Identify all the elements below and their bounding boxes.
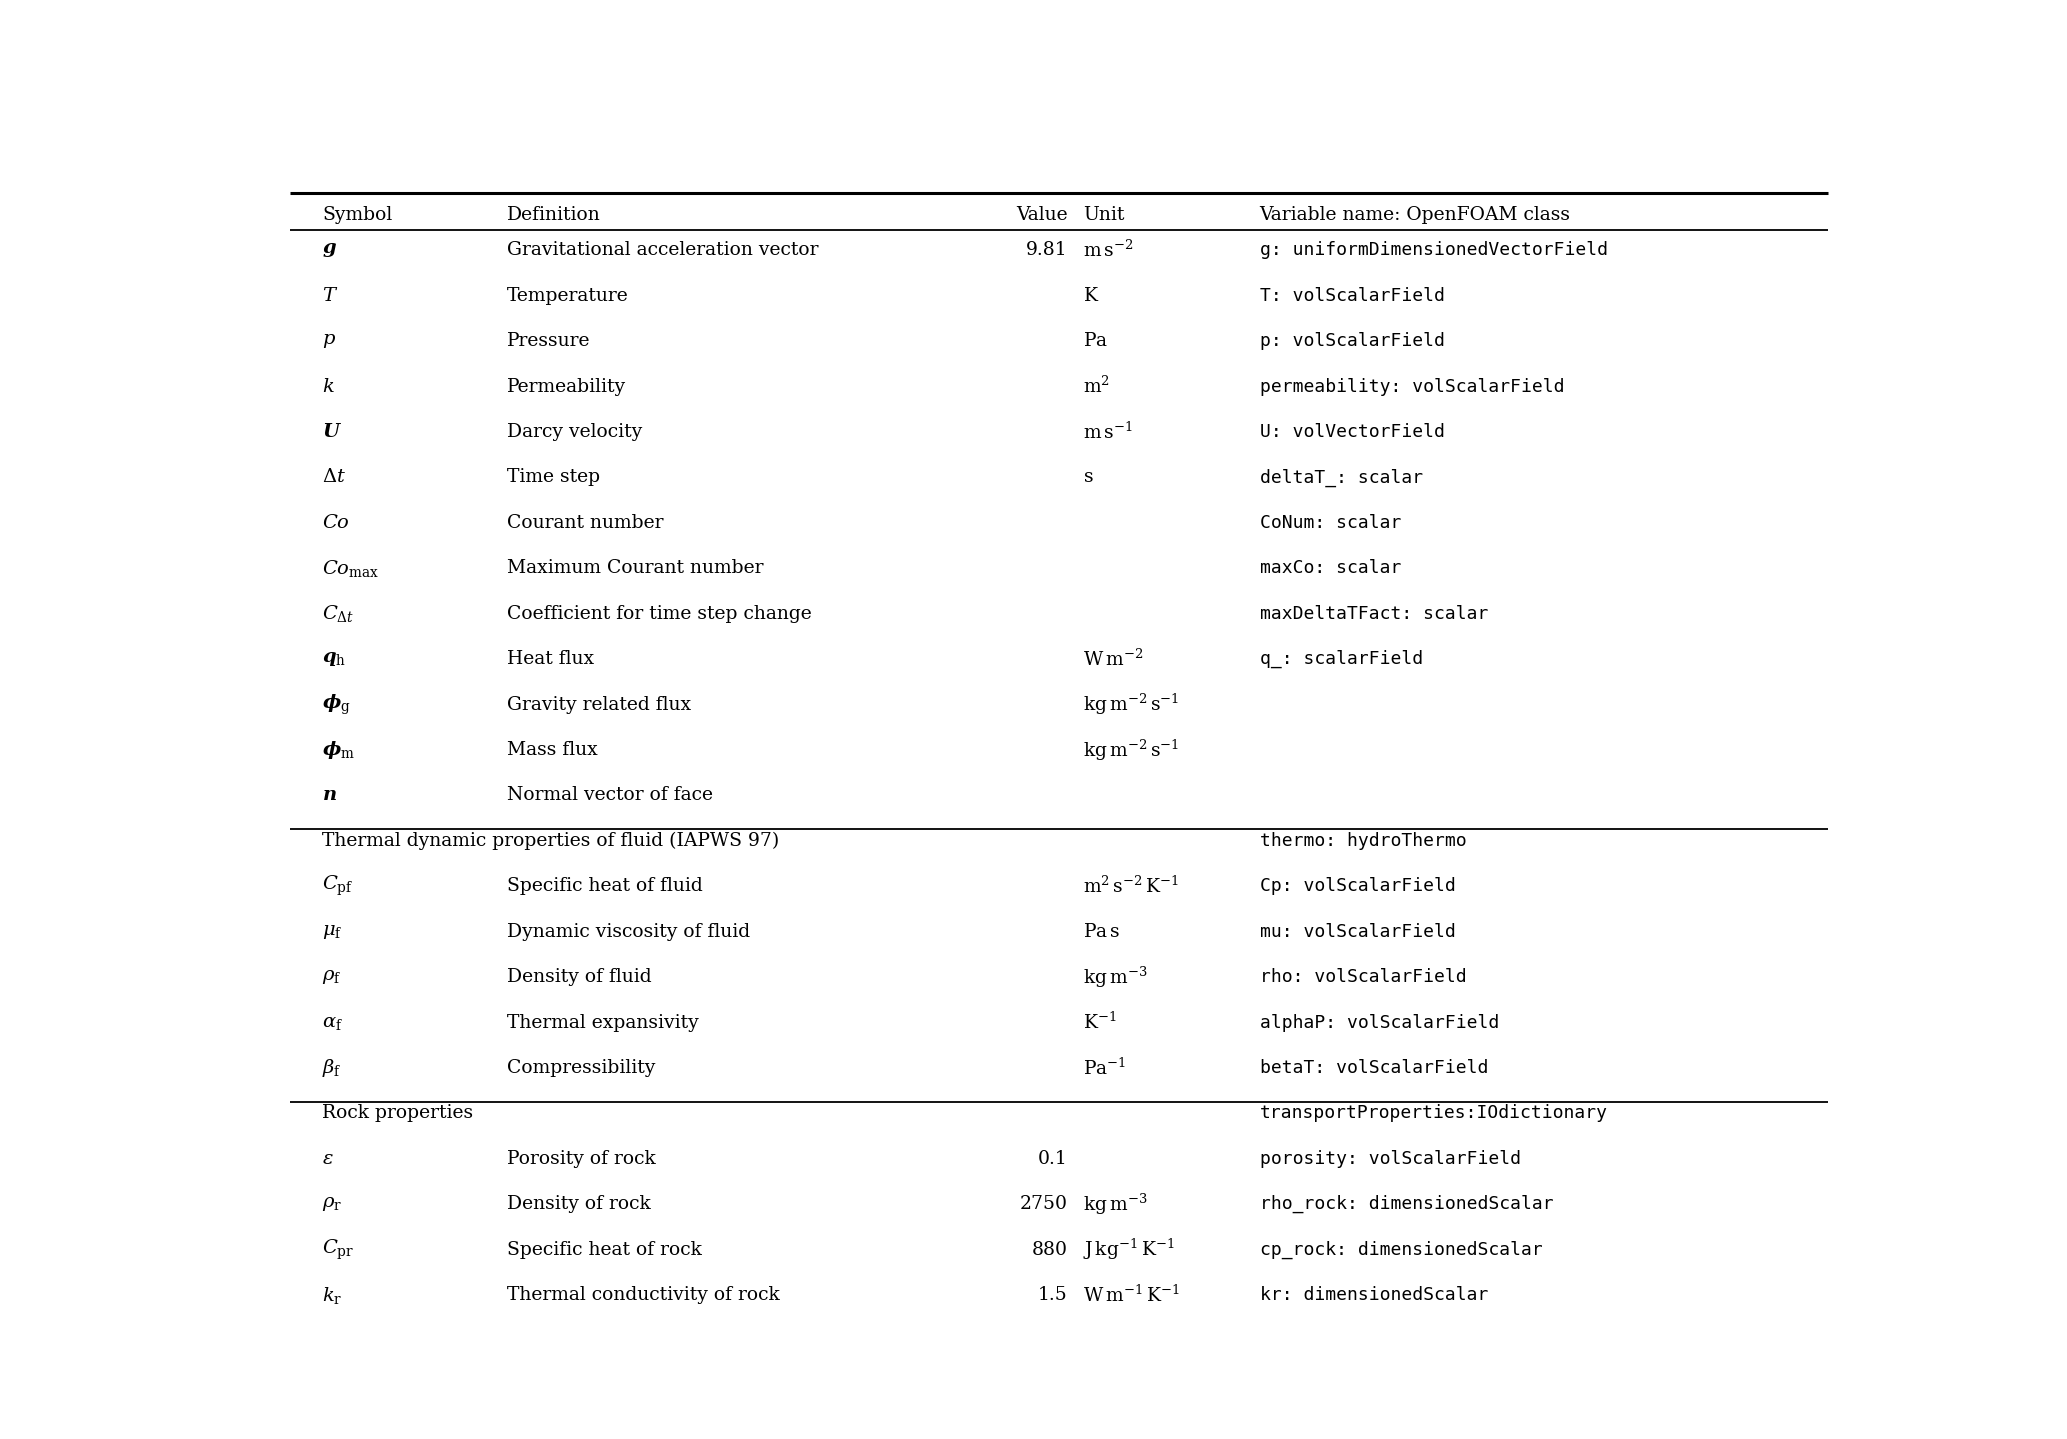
Text: maxCo: scalar: maxCo: scalar — [1259, 560, 1401, 577]
Text: $\mathrm{K}$: $\mathrm{K}$ — [1083, 286, 1100, 305]
Text: Darcy velocity: Darcy velocity — [506, 423, 643, 440]
Text: $Co$: $Co$ — [322, 514, 349, 532]
Text: Pressure: Pressure — [506, 332, 591, 350]
Text: Gravity related flux: Gravity related flux — [506, 695, 690, 714]
Text: Thermal expansivity: Thermal expansivity — [506, 1013, 699, 1032]
Text: $C_{\Delta t}$: $C_{\Delta t}$ — [322, 603, 356, 625]
Text: rho_rock: dimensionedScalar: rho_rock: dimensionedScalar — [1259, 1196, 1552, 1213]
Text: 0.1: 0.1 — [1038, 1150, 1067, 1168]
Text: $\boldsymbol{\phi}_{\mathrm{m}}$: $\boldsymbol{\phi}_{\mathrm{m}}$ — [322, 740, 356, 761]
Text: $\mathrm{m\,s}^{-2}$: $\mathrm{m\,s}^{-2}$ — [1083, 240, 1135, 260]
Text: Dynamic viscosity of fluid: Dynamic viscosity of fluid — [506, 922, 750, 941]
Text: $\boldsymbol{q}_{\mathrm{h}}$: $\boldsymbol{q}_{\mathrm{h}}$ — [322, 650, 347, 668]
Text: $\mathrm{kg\,m}^{-2}\,\mathrm{s}^{-1}$: $\mathrm{kg\,m}^{-2}\,\mathrm{s}^{-1}$ — [1083, 692, 1180, 717]
Text: CoNum: scalar: CoNum: scalar — [1259, 514, 1401, 532]
Text: $\rho_{\mathrm{r}}$: $\rho_{\mathrm{r}}$ — [322, 1196, 343, 1213]
Text: mu: volScalarField: mu: volScalarField — [1259, 922, 1455, 941]
Text: Maximum Courant number: Maximum Courant number — [506, 560, 763, 577]
Text: $\mathrm{kg\,m}^{-3}$: $\mathrm{kg\,m}^{-3}$ — [1083, 1191, 1147, 1217]
Text: $\mathrm{kg\,m}^{-3}$: $\mathrm{kg\,m}^{-3}$ — [1083, 964, 1147, 990]
Text: 1.5: 1.5 — [1038, 1286, 1067, 1304]
Text: Compressibility: Compressibility — [506, 1059, 655, 1076]
Text: Thermal conductivity of rock: Thermal conductivity of rock — [506, 1286, 779, 1304]
Text: 880: 880 — [1031, 1240, 1067, 1259]
Text: $\varepsilon$: $\varepsilon$ — [322, 1150, 335, 1168]
Text: deltaT_: scalar: deltaT_: scalar — [1259, 468, 1422, 486]
Text: $\rho_{\mathrm{f}}$: $\rho_{\mathrm{f}}$ — [322, 968, 341, 986]
Text: $\mathrm{J\,kg}^{-1}\,\mathrm{K}^{-1}$: $\mathrm{J\,kg}^{-1}\,\mathrm{K}^{-1}$ — [1083, 1238, 1176, 1262]
Text: maxDeltaTFact: scalar: maxDeltaTFact: scalar — [1259, 604, 1488, 623]
Text: Thermal dynamic properties of fluid (IAPWS 97): Thermal dynamic properties of fluid (IAP… — [322, 832, 779, 850]
Text: $\Delta t$: $\Delta t$ — [322, 468, 347, 486]
Text: $\mathrm{m}^{2}$: $\mathrm{m}^{2}$ — [1083, 376, 1110, 397]
Text: $\mathrm{K}^{-1}$: $\mathrm{K}^{-1}$ — [1083, 1012, 1116, 1033]
Text: $\mathrm{m\,s}^{-1}$: $\mathrm{m\,s}^{-1}$ — [1083, 422, 1133, 443]
Text: Density of fluid: Density of fluid — [506, 968, 651, 986]
Text: Cp: volScalarField: Cp: volScalarField — [1259, 878, 1455, 895]
Text: $C_{\mathrm{pf}}$: $C_{\mathrm{pf}}$ — [322, 873, 353, 898]
Text: Normal vector of face: Normal vector of face — [506, 786, 713, 804]
Text: T: volScalarField: T: volScalarField — [1259, 286, 1445, 305]
Text: Variable name: OpenFOAM class: Variable name: OpenFOAM class — [1259, 206, 1571, 224]
Text: porosity: volScalarField: porosity: volScalarField — [1259, 1150, 1521, 1168]
Text: Coefficient for time step change: Coefficient for time step change — [506, 604, 812, 623]
Text: g: uniformDimensionedVectorField: g: uniformDimensionedVectorField — [1259, 242, 1608, 259]
Text: Symbol: Symbol — [322, 206, 393, 224]
Text: $\alpha_{\mathrm{f}}$: $\alpha_{\mathrm{f}}$ — [322, 1013, 343, 1032]
Text: $k$: $k$ — [322, 377, 335, 396]
Text: $\mathrm{s}$: $\mathrm{s}$ — [1083, 468, 1093, 486]
Text: Value: Value — [1015, 206, 1067, 224]
Text: $\mathrm{Pa\,s}$: $\mathrm{Pa\,s}$ — [1083, 922, 1120, 941]
Text: $C_{\mathrm{pr}}$: $C_{\mathrm{pr}}$ — [322, 1238, 356, 1262]
Text: Unit: Unit — [1083, 206, 1124, 224]
Text: $k_{\mathrm{r}}$: $k_{\mathrm{r}}$ — [322, 1285, 343, 1305]
Text: Permeability: Permeability — [506, 377, 626, 396]
Text: rho: volScalarField: rho: volScalarField — [1259, 968, 1466, 986]
Text: $\beta_{\mathrm{f}}$: $\beta_{\mathrm{f}}$ — [322, 1058, 343, 1079]
Text: $\boldsymbol{n}$: $\boldsymbol{n}$ — [322, 786, 337, 804]
Text: $\mathrm{m}^{2}\,\mathrm{s}^{-2}\,\mathrm{K}^{-1}$: $\mathrm{m}^{2}\,\mathrm{s}^{-2}\,\mathr… — [1083, 876, 1180, 896]
Text: $\mathrm{kg\,m}^{-2}\,\mathrm{s}^{-1}$: $\mathrm{kg\,m}^{-2}\,\mathrm{s}^{-1}$ — [1083, 737, 1180, 763]
Text: kr: dimensionedScalar: kr: dimensionedScalar — [1259, 1286, 1488, 1304]
Text: $\boldsymbol{g}$: $\boldsymbol{g}$ — [322, 242, 337, 259]
Text: $\mathrm{W\,m}^{-2}$: $\mathrm{W\,m}^{-2}$ — [1083, 649, 1143, 669]
Text: $Co_{\mathrm{max}}$: $Co_{\mathrm{max}}$ — [322, 558, 380, 578]
Text: p: volScalarField: p: volScalarField — [1259, 332, 1445, 350]
Text: Time step: Time step — [506, 468, 599, 486]
Text: betaT: volScalarField: betaT: volScalarField — [1259, 1059, 1488, 1076]
Text: Heat flux: Heat flux — [506, 650, 593, 668]
Text: alphaP: volScalarField: alphaP: volScalarField — [1259, 1013, 1499, 1032]
Text: Definition: Definition — [506, 206, 599, 224]
Text: Porosity of rock: Porosity of rock — [506, 1150, 655, 1168]
Text: Specific heat of fluid: Specific heat of fluid — [506, 878, 703, 895]
Text: Mass flux: Mass flux — [506, 741, 597, 758]
Text: Courant number: Courant number — [506, 514, 664, 532]
Text: Gravitational acceleration vector: Gravitational acceleration vector — [506, 242, 819, 259]
Text: transportProperties:IOdictionary: transportProperties:IOdictionary — [1259, 1104, 1608, 1122]
Text: thermo: hydroThermo: thermo: hydroThermo — [1259, 832, 1466, 850]
Text: $T$: $T$ — [322, 286, 339, 305]
Text: 2750: 2750 — [1019, 1196, 1067, 1213]
Text: permeability: volScalarField: permeability: volScalarField — [1259, 377, 1565, 396]
Text: $p$: $p$ — [322, 332, 337, 350]
Text: U: volVectorField: U: volVectorField — [1259, 423, 1445, 440]
Text: Temperature: Temperature — [506, 286, 628, 305]
Text: cp_rock: dimensionedScalar: cp_rock: dimensionedScalar — [1259, 1240, 1542, 1259]
Text: Specific heat of rock: Specific heat of rock — [506, 1240, 701, 1259]
Text: $\boldsymbol{U}$: $\boldsymbol{U}$ — [322, 423, 343, 440]
Text: $\mu_{\mathrm{f}}$: $\mu_{\mathrm{f}}$ — [322, 922, 343, 941]
Text: $\mathrm{Pa}^{-1}$: $\mathrm{Pa}^{-1}$ — [1083, 1058, 1127, 1079]
Text: Rock properties: Rock properties — [322, 1104, 473, 1122]
Text: $\mathrm{Pa}$: $\mathrm{Pa}$ — [1083, 332, 1108, 350]
Text: Density of rock: Density of rock — [506, 1196, 651, 1213]
Text: q_: scalarField: q_: scalarField — [1259, 650, 1422, 668]
Text: $\mathrm{W\,m}^{-1}\,\mathrm{K}^{-1}$: $\mathrm{W\,m}^{-1}\,\mathrm{K}^{-1}$ — [1083, 1285, 1180, 1305]
Text: 9.81: 9.81 — [1025, 242, 1067, 259]
Text: $\boldsymbol{\phi}_{\mathrm{g}}$: $\boldsymbol{\phi}_{\mathrm{g}}$ — [322, 692, 351, 717]
